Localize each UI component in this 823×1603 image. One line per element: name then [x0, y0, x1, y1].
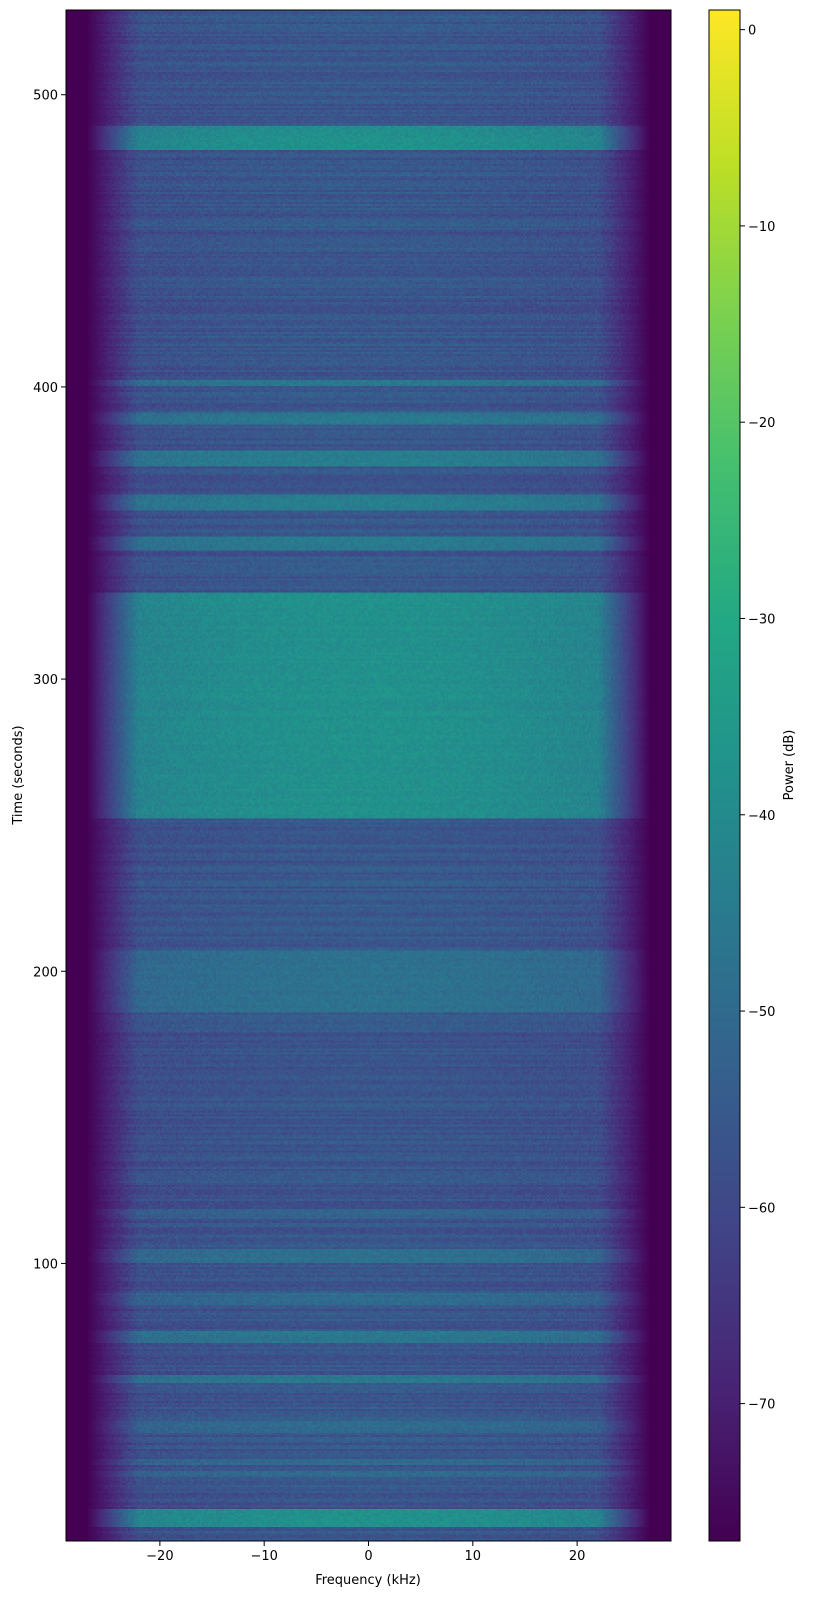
colorbar-tick-label: −10 — [748, 220, 775, 235]
x-tick-label: −10 — [250, 1549, 277, 1564]
colorbar-tick-label: −70 — [748, 1398, 775, 1413]
y-tick-label: 100 — [33, 1257, 58, 1272]
colorbar-axis: 0 −10 −20 −30 −40 −50 −60 −70 — [740, 24, 775, 1413]
y-axis: 100 200 300 400 500 — [33, 89, 66, 1272]
colorbar-gradient — [709, 10, 740, 1541]
colorbar-frame — [708, 9, 741, 1542]
colorbar-tick-label: −30 — [748, 612, 775, 627]
y-tick-label: 300 — [33, 673, 58, 688]
plot-frame — [65, 9, 672, 1542]
colorbar-tick-label: −50 — [748, 1005, 775, 1020]
y-tick-label: 400 — [33, 381, 58, 396]
x-axis: −20 −10 0 10 20 — [146, 1541, 585, 1564]
x-axis-label: Frequency (kHz) — [315, 1573, 421, 1588]
colorbar-label: Power (dB) — [782, 730, 797, 801]
y-tick-label: 500 — [33, 89, 58, 104]
colorbar-tick-label: −20 — [748, 416, 775, 431]
y-tick-label: 200 — [33, 965, 58, 980]
x-tick-label: −20 — [146, 1549, 173, 1564]
x-tick-label: 20 — [569, 1549, 586, 1564]
spectrogram-heatmap — [66, 10, 671, 1541]
colorbar-tick-label: −60 — [748, 1201, 775, 1216]
colorbar-tick-label: −40 — [748, 809, 775, 824]
y-axis-label: Time (seconds) — [11, 725, 26, 825]
colorbar-tick-label: 0 — [748, 24, 756, 39]
x-tick-label: 10 — [465, 1549, 482, 1564]
x-tick-label: 0 — [364, 1549, 372, 1564]
